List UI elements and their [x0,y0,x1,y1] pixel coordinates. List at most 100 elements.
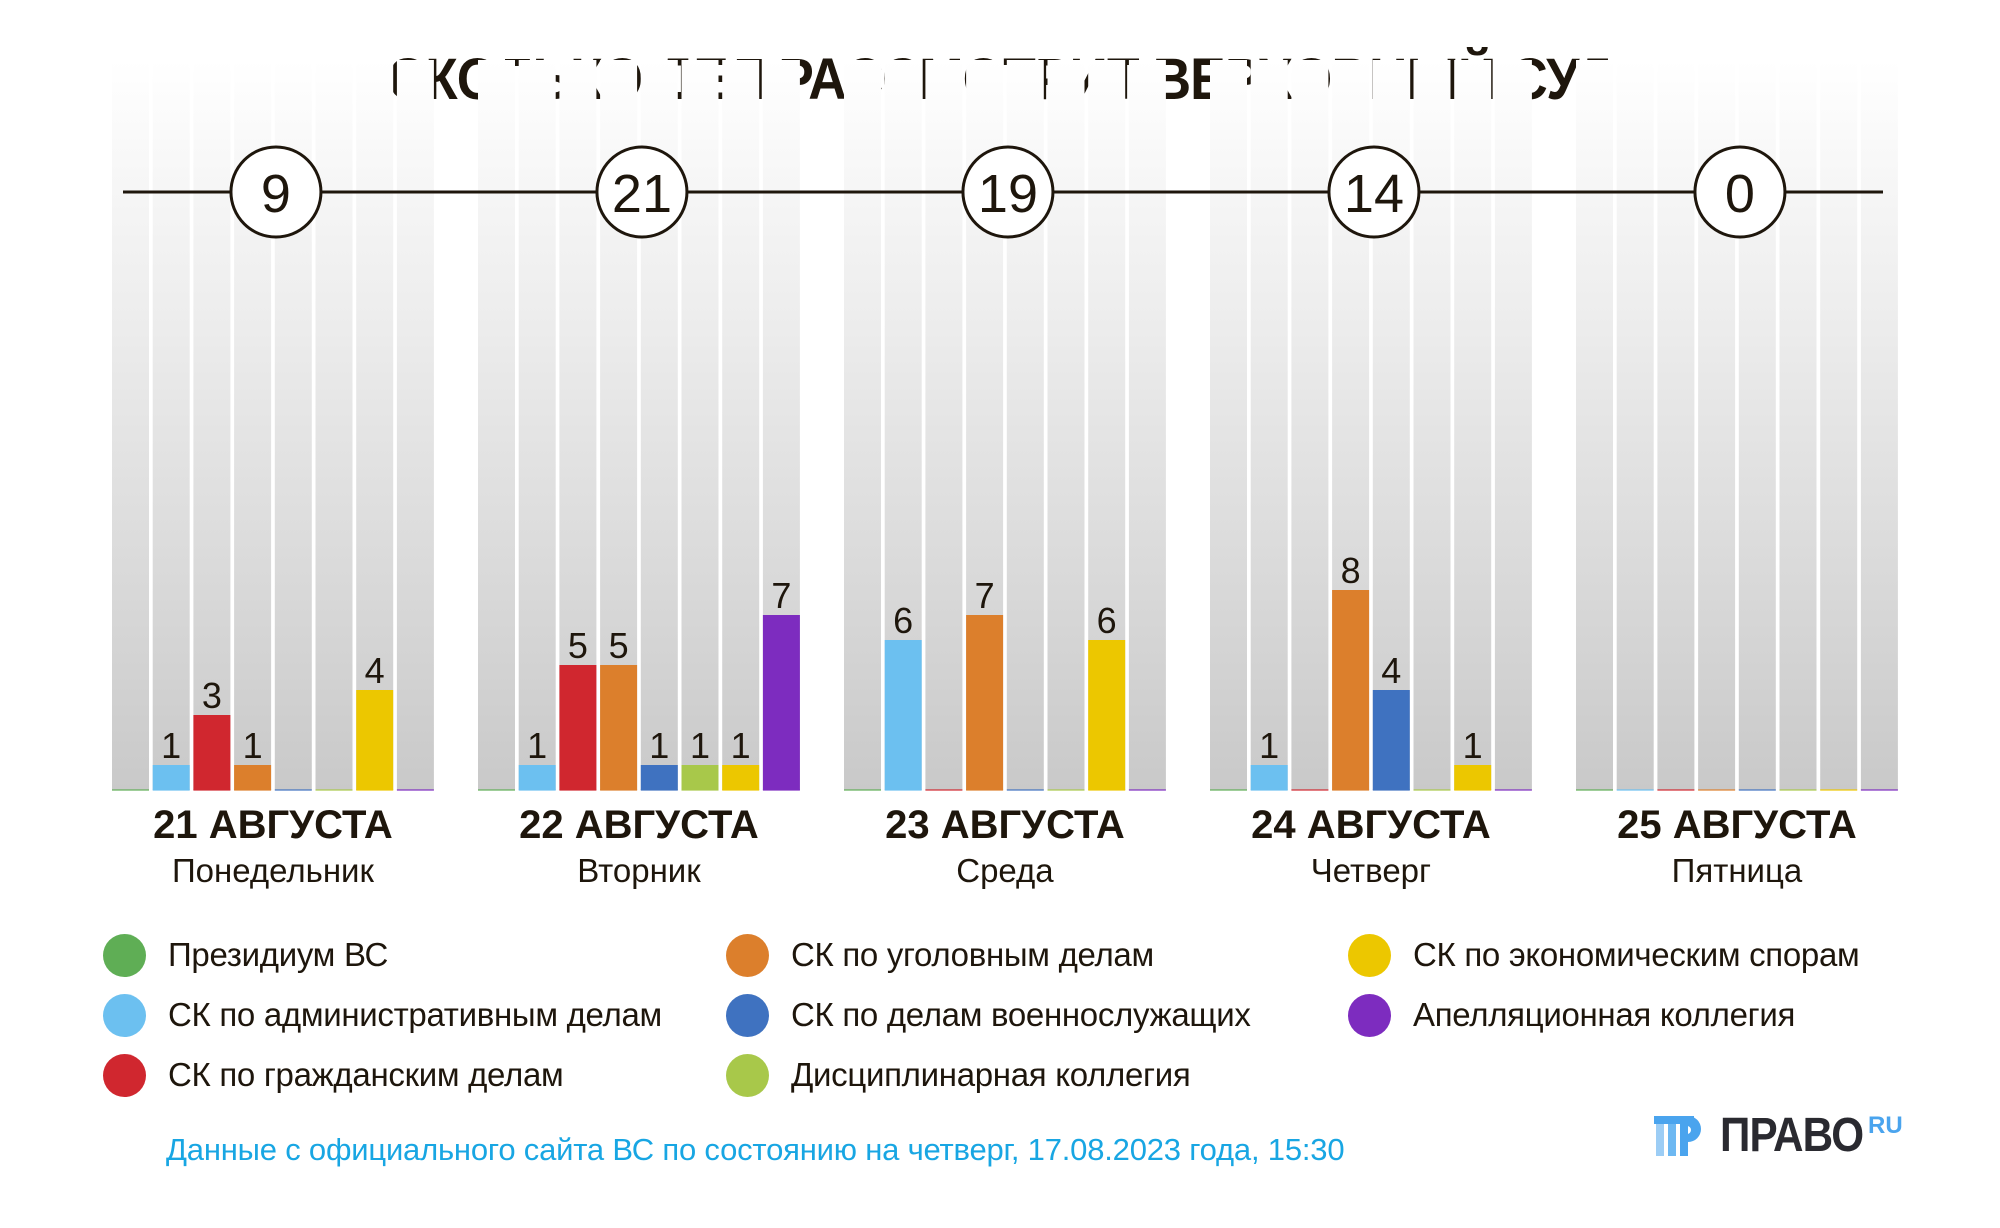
legend-label: СК по административным делам [168,996,662,1033]
bar-value-label: 1 [1259,725,1279,766]
column-baseline-mark [1576,789,1613,791]
legend-dot-icon [726,1053,769,1097]
bar[interactable] [356,690,394,790]
legend-item[interactable]: СК по административным делам [103,993,662,1037]
bar-value-label: 5 [609,625,629,666]
column-baseline-mark [112,789,149,791]
weekday-label: Понедельник [172,852,375,889]
bar[interactable] [1372,690,1410,790]
background-column [518,60,556,790]
date-label: 23 АВГУСТА [885,803,1125,847]
column-baseline-mark [1494,789,1532,791]
bar[interactable] [559,665,597,790]
legend-label: СК по экономическим спорам [1413,936,1860,973]
date-label: 24 АВГУСТА [1251,803,1491,847]
bar[interactable] [640,765,678,790]
bar[interactable] [152,765,190,790]
background-column [1291,60,1329,790]
bar-value-label: 4 [365,650,385,691]
column-baseline-mark [1413,789,1451,791]
bar-value-label: 1 [649,725,669,766]
total-circle [1693,145,1787,239]
date-label: 21 АВГУСТА [153,803,393,847]
background-column [112,60,149,790]
total-count-label: 21 [612,164,672,224]
bar[interactable] [1454,765,1492,790]
background-column [193,60,231,790]
bar[interactable] [600,665,638,790]
column-baseline-mark [1779,789,1817,791]
background-column [1657,60,1695,790]
pravo-logo[interactable]: ПРАВО RU [1654,1112,1904,1162]
column-baseline-mark [478,789,515,791]
total-circle [961,145,1055,239]
column-baseline-mark [1738,789,1776,791]
total-circle [1327,145,1421,239]
background-column [152,60,190,790]
bar[interactable] [762,615,800,790]
source-note: Данные с официального сайта ВС по состоя… [166,1132,1345,1167]
bar-value-label: 1 [1463,725,1483,766]
background-column [478,60,515,790]
legend-item[interactable]: СК по экономическим спорам [1348,933,1860,977]
bar-value-label: 7 [975,575,995,616]
date-label: 25 АВГУСТА [1617,803,1857,847]
legend-item[interactable]: Апелляционная коллегия [1348,993,1795,1037]
legend-item[interactable]: СК по гражданским делам [103,1053,564,1097]
background-column [1210,60,1247,790]
weekday-label: Вторник [577,852,701,889]
bar[interactable] [1088,640,1126,790]
background-column [315,60,353,790]
legend-item[interactable]: СК по делам военнослужащих [726,993,1251,1037]
bar[interactable] [1332,590,1370,790]
background-column [1454,60,1492,790]
bar[interactable] [518,765,556,790]
legend-dot-icon [103,933,146,977]
background-column [1250,60,1288,790]
bar-value-label: 1 [690,725,710,766]
bar[interactable] [884,640,922,790]
legend-label: СК по делам военнослужащих [791,996,1251,1033]
bar[interactable] [193,715,231,790]
bar[interactable] [234,765,272,790]
bar-value-label: 6 [1097,600,1117,641]
total-count-label: 14 [1344,164,1404,224]
background-column [722,60,760,790]
legend-item[interactable]: СК по уголовным делам [726,933,1154,977]
legend-item[interactable]: Дисциплинарная коллегия [726,1053,1191,1097]
total-circle [229,145,323,239]
column-baseline-mark [1291,789,1329,791]
weekday-label: Четверг [1311,852,1431,889]
bar[interactable] [681,765,719,790]
legend-dot-icon [103,993,146,1037]
legend-dot-icon [103,1053,146,1097]
legend-label: Президиум ВС [168,936,389,973]
bar-value-label: 7 [771,575,791,616]
column-baseline-mark [1128,789,1166,791]
bar-value-label: 3 [202,675,222,716]
total-count-label: 19 [978,164,1038,224]
background-column [844,60,881,790]
legend-label: СК по уголовным делам [791,936,1154,973]
column-baseline-mark [1210,789,1247,791]
background-column [396,60,434,790]
bar[interactable] [966,615,1004,790]
column-baseline-mark [1616,789,1654,791]
legend-dot-icon [1348,933,1391,977]
pravo-logo-icon [1654,1116,1701,1156]
column-baseline-mark [1657,789,1695,791]
column-baseline-mark [1698,789,1736,791]
bar-value-label: 1 [527,725,547,766]
legend-label: Дисциплинарная коллегия [791,1056,1191,1093]
background-column [925,60,963,790]
bar[interactable] [1250,765,1288,790]
bar[interactable] [722,765,760,790]
column-baseline-mark [274,789,312,791]
bar-value-label: 1 [731,725,751,766]
background-column [1779,60,1817,790]
background-column [1576,60,1613,790]
timeline: 9 21 19 14 0 [123,145,1883,239]
legend-item[interactable]: Президиум ВС [103,933,388,977]
legend-dot-icon [726,933,769,977]
background-column [1128,60,1166,790]
